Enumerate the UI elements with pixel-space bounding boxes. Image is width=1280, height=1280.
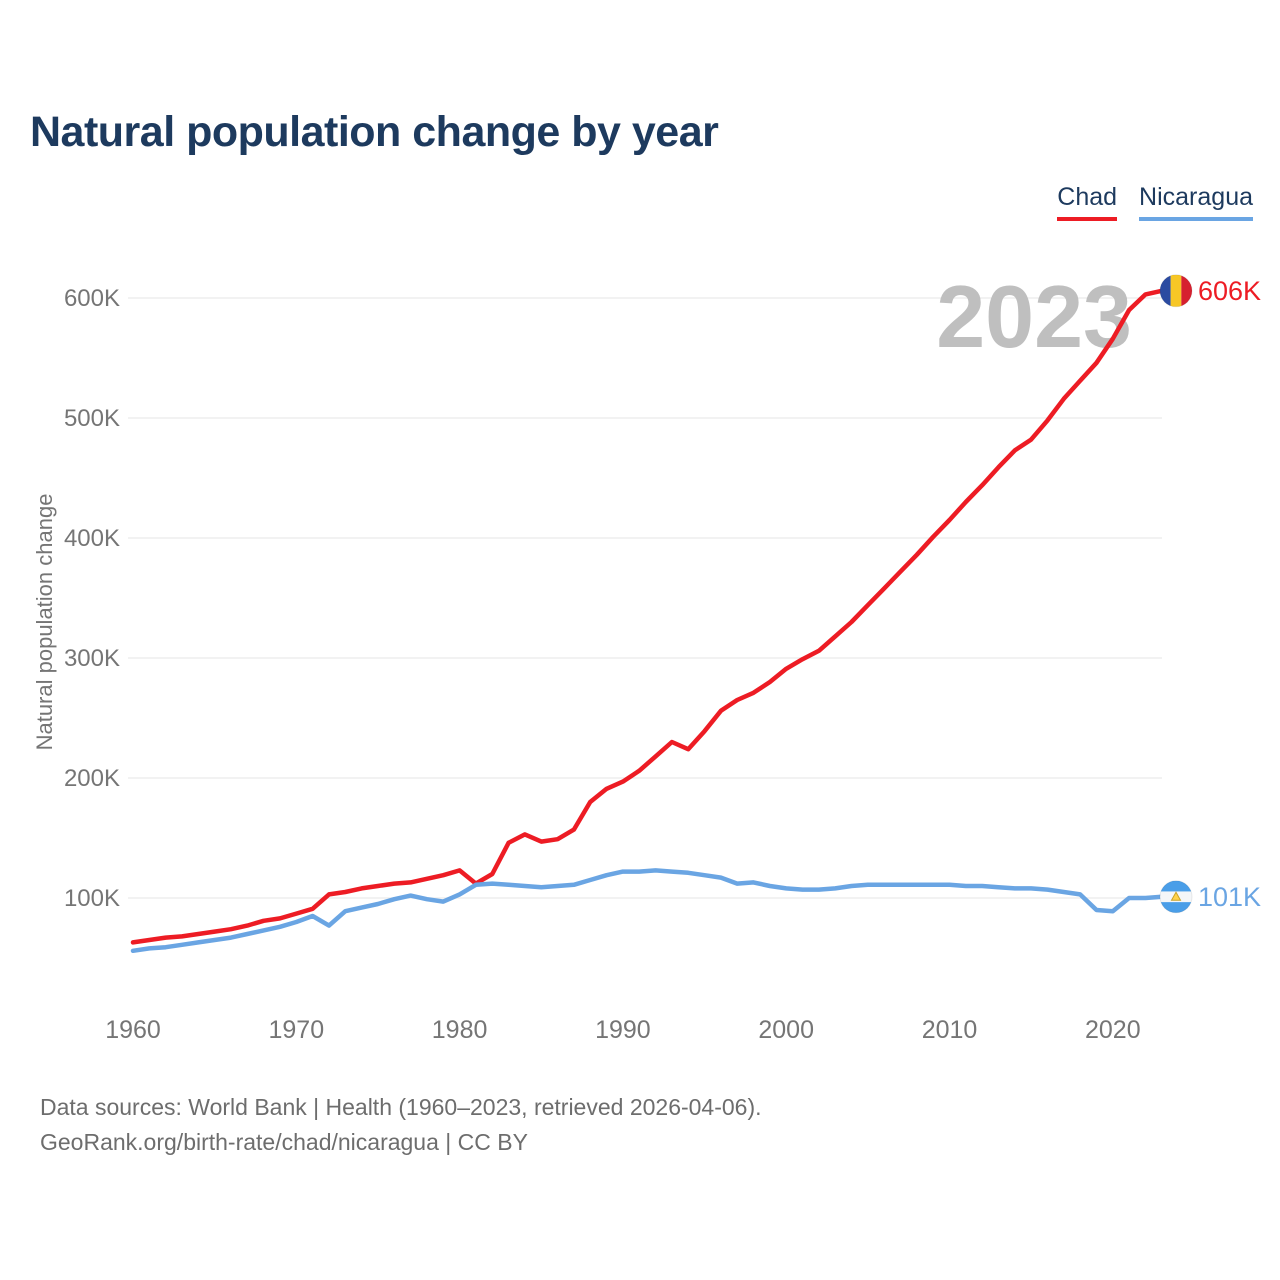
- legend: Chad Nicaragua: [1057, 183, 1253, 221]
- nicaragua-flag-icon: [1160, 880, 1192, 913]
- x-tick-label: 1960: [105, 1016, 161, 1044]
- chart-title: Natural population change by year: [30, 108, 719, 156]
- y-axis-title: Natural population change: [32, 494, 57, 751]
- chart-footer: Data sources: World Bank | Health (1960–…: [40, 1090, 762, 1160]
- chad-flag-icon: [1160, 274, 1192, 307]
- x-tick-label: 2010: [922, 1016, 978, 1044]
- x-tick-label: 1990: [595, 1016, 651, 1044]
- x-tick-label: 2000: [758, 1016, 814, 1044]
- data-sources-line: Data sources: World Bank | Health (1960–…: [40, 1094, 762, 1120]
- x-tick-label: 1980: [432, 1016, 488, 1044]
- end-value-label-nicaragua: 101K: [1198, 882, 1261, 912]
- series-line-nicaragua[interactable]: [130, 868, 1165, 954]
- y-tick-label: 100K: [64, 885, 120, 912]
- y-tick-label: 600K: [64, 285, 120, 312]
- y-tick-label: 400K: [64, 525, 120, 552]
- y-tick-label: 300K: [64, 645, 120, 672]
- legend-item-chad[interactable]: Chad: [1057, 183, 1118, 221]
- legend-item-nicaragua[interactable]: Nicaragua: [1139, 183, 1253, 221]
- attribution-line: GeoRank.org/birth-rate/chad/nicaragua | …: [40, 1129, 528, 1155]
- watermark-year: 2023: [936, 267, 1132, 366]
- nicaragua-flag-ring: [1159, 880, 1193, 914]
- x-tick-label: 1970: [268, 1016, 324, 1044]
- y-tick-label: 500K: [64, 405, 120, 432]
- chad-flag-ring: [1159, 274, 1193, 308]
- y-tick-label: 200K: [64, 765, 120, 792]
- end-value-label-chad: 606K: [1198, 276, 1261, 306]
- series-line-chad[interactable]: [130, 288, 1165, 945]
- x-tick-label: 2020: [1085, 1016, 1141, 1044]
